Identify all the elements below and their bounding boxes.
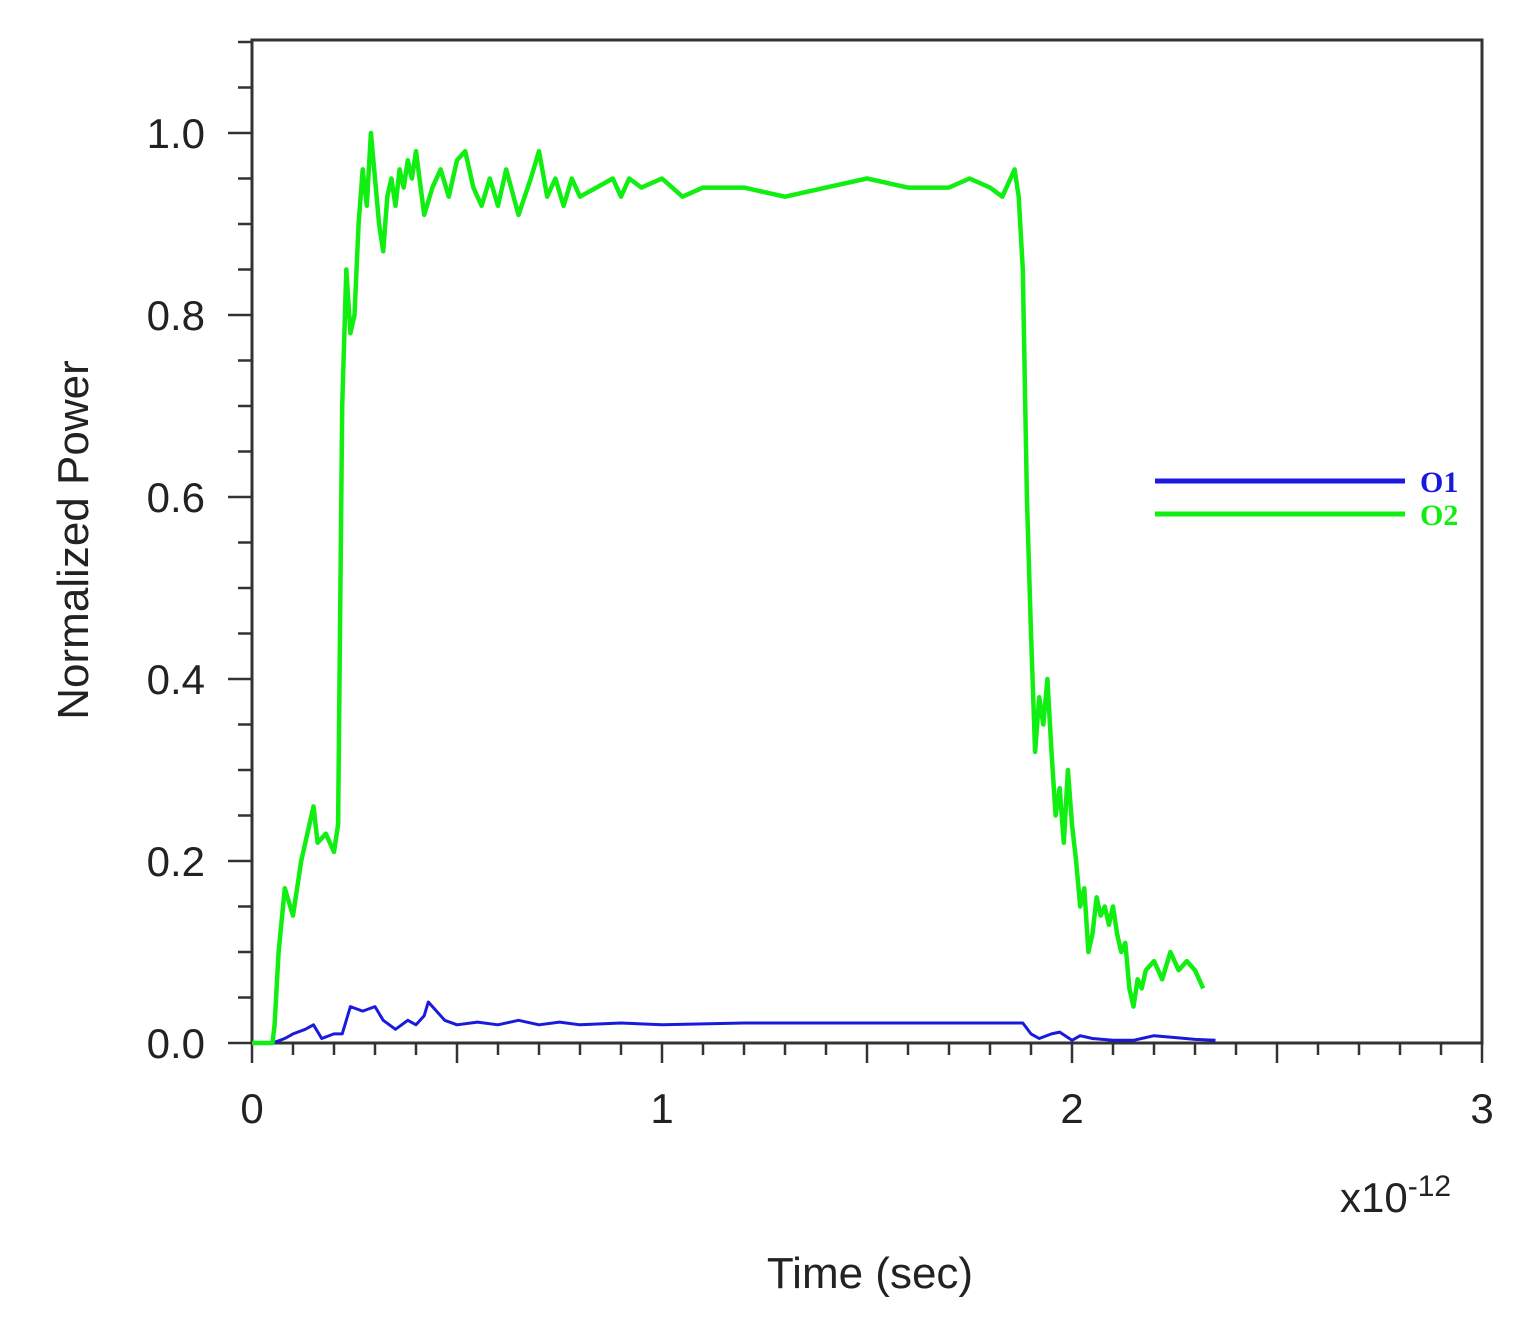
y-tick-label: 0.2 xyxy=(147,838,205,885)
x-tick-label: 0 xyxy=(240,1085,263,1132)
y-tick-label: 1.0 xyxy=(147,110,205,157)
y-axis-label: Normalized Power xyxy=(49,360,98,719)
x-multiplier-base: x10 xyxy=(1340,1174,1408,1221)
plot-area xyxy=(250,38,1484,1045)
x-tick-label: 3 xyxy=(1470,1085,1493,1132)
series-lines xyxy=(252,130,1216,1046)
x-tick-label: 1 xyxy=(650,1085,673,1132)
x-multiplier-exponent: -12 xyxy=(1408,1170,1451,1203)
y-tick-label: 0.8 xyxy=(147,292,205,339)
axis-ticks xyxy=(228,40,1484,1063)
y-tick-label: 0.0 xyxy=(147,1020,205,1067)
series-line-o2 xyxy=(252,130,1206,1046)
series-line-o1 xyxy=(252,1000,1216,1045)
legend-label-o1: O1 xyxy=(1420,466,1458,499)
y-tick-label: 0.4 xyxy=(147,656,205,703)
legend-label-o2: O2 xyxy=(1420,499,1458,532)
x-axis-multiplier: x10-12 xyxy=(1340,1170,1451,1221)
x-tick-label: 2 xyxy=(1060,1085,1083,1132)
y-tick-labels: 0.0 0.2 0.4 0.6 0.8 1.0 xyxy=(147,110,205,1067)
x-tick-labels: 0 1 2 3 xyxy=(240,1085,1493,1132)
x-axis-label: Time (sec) xyxy=(767,1249,973,1298)
y-tick-label: 0.6 xyxy=(147,474,205,521)
